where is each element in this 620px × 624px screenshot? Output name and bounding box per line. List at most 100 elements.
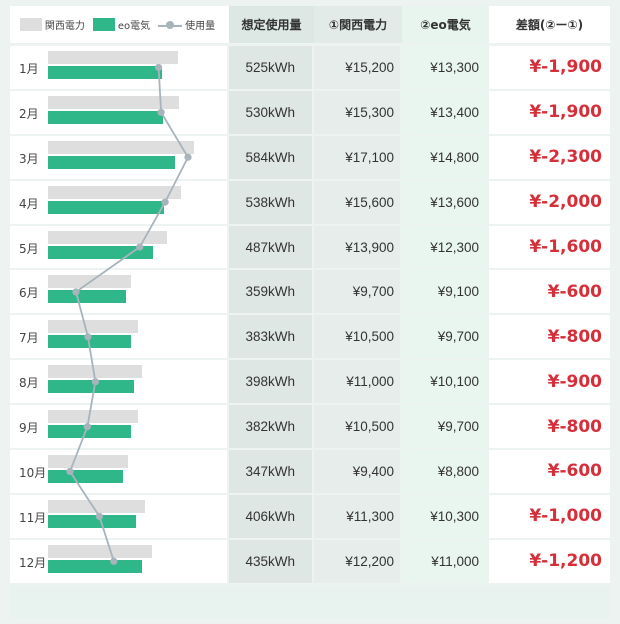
table-row: 6月 359kWh ¥9,700 ¥9,100 ¥-600: [10, 270, 610, 316]
eo-bar: [48, 470, 123, 484]
table-row: 12月 435kWh ¥12,200 ¥11,000 ¥-1,200: [10, 539, 610, 585]
kansai-bar: [48, 544, 152, 558]
eo-bar: [48, 110, 163, 124]
diff-cell: ¥-600: [489, 270, 610, 316]
eo-bar: [48, 335, 131, 349]
diff-cell: ¥-800: [489, 405, 610, 451]
kansai-bar: [48, 275, 131, 289]
row-chart-cell: 10月: [10, 450, 229, 495]
assumed-usage-cell: 382kWh: [229, 405, 314, 451]
month-label: 1月: [19, 62, 39, 76]
row-chart-cell: 7月: [10, 315, 229, 361]
table-row: 9月 382kWh ¥10,500 ¥9,700 ¥-800: [10, 405, 610, 451]
row-chart-cell: 8月: [10, 360, 229, 406]
legend-usage-label: 使用量: [185, 21, 216, 32]
table-row: 3月 584kWh ¥17,100 ¥14,800 ¥-2,300: [10, 135, 610, 181]
row-chart-cell: 12月: [10, 539, 229, 585]
kansai-bar: [48, 51, 178, 64]
kansai-price-cell: ¥15,600: [314, 180, 402, 226]
legend-kansai-label: 関西電力: [44, 21, 85, 32]
header-assumed-usage: 想定使用量: [229, 6, 314, 46]
kansai-bar: [48, 185, 181, 199]
eo-price-cell: ¥13,400: [402, 90, 489, 136]
row-chart-cell: 2月: [10, 90, 229, 136]
kansai-price-cell: ¥10,500: [314, 315, 402, 361]
eo-price-cell: ¥11,000: [402, 539, 489, 585]
kansai-price-cell: ¥10,500: [314, 405, 402, 451]
month-label: 10月: [19, 466, 47, 481]
row-chart-cell: 5月: [10, 225, 229, 271]
eo-price-cell: ¥8,800: [402, 450, 489, 495]
kansai-price-cell: ¥15,300: [314, 90, 402, 136]
eo-price-cell: ¥9,700: [402, 405, 489, 451]
table-row: 5月 487kWh ¥13,900 ¥12,300 ¥-1,600: [10, 225, 610, 271]
assumed-usage-cell: 530kWh: [229, 90, 314, 136]
header-kansai: ①関西電力: [314, 6, 402, 46]
row-chart-cell: 4月: [10, 180, 229, 226]
row-chart-cell: 6月: [10, 270, 229, 316]
eo-price-cell: ¥13,300: [402, 46, 489, 91]
legend-cell: 関西電力 eo電気 使用量: [10, 6, 229, 46]
kansai-price-cell: ¥11,000: [314, 360, 402, 406]
diff-cell: ¥-900: [489, 360, 610, 406]
assumed-usage-cell: 487kWh: [229, 225, 314, 271]
legend-eo: eo電気: [92, 17, 151, 32]
kansai-bar: [48, 140, 194, 154]
eo-price-cell: ¥9,700: [402, 315, 489, 361]
diff-cell: ¥-1,000: [489, 494, 610, 540]
diff-cell: ¥-1,900: [489, 46, 610, 91]
row-chart-cell: 9月: [10, 405, 229, 451]
kansai-price-cell: ¥9,400: [314, 450, 402, 495]
assumed-usage-cell: 584kWh: [229, 135, 314, 181]
comparison-panel: 関西電力 eo電気 使用量 想定使用量 ①関西電力 ②eo電気: [10, 6, 610, 618]
eo-bar: [48, 380, 134, 394]
assumed-usage-cell: 398kWh: [229, 360, 314, 406]
month-label: 12月: [19, 555, 47, 570]
month-label: 5月: [19, 241, 39, 256]
kansai-price-cell: ¥13,900: [314, 225, 402, 271]
kansai-price-cell: ¥9,700: [314, 270, 402, 316]
legend-kansai: 関西電力: [19, 17, 85, 32]
diff-cell: ¥-800: [489, 315, 610, 361]
eo-price-cell: ¥13,600: [402, 180, 489, 226]
kansai-bar: [48, 95, 179, 109]
legend-eo-label: eo電気: [117, 21, 151, 32]
table-header-row: 関西電力 eo電気 使用量 想定使用量 ①関西電力 ②eo電気: [10, 6, 610, 46]
eo-bar: [48, 514, 136, 528]
table-row: 11月 406kWh ¥11,300 ¥10,300 ¥-1,000: [10, 494, 610, 540]
diff-cell: ¥-2,000: [489, 180, 610, 226]
kansai-swatch-icon: [19, 18, 42, 31]
table-row: 4月 538kWh ¥15,600 ¥13,600 ¥-2,000: [10, 180, 610, 226]
kansai-price-cell: ¥17,100: [314, 135, 402, 181]
month-label: 8月: [19, 376, 39, 391]
kansai-bar: [48, 320, 138, 334]
month-label: 6月: [19, 286, 39, 301]
row-chart-cell: 11月: [10, 494, 229, 540]
eo-bar: [48, 290, 126, 304]
diff-cell: ¥-2,300: [489, 135, 610, 181]
assumed-usage-cell: 525kWh: [229, 46, 314, 91]
header-diff: 差額(②ー①): [489, 6, 610, 46]
assumed-usage-cell: 347kWh: [229, 450, 314, 495]
month-label: 11月: [19, 510, 47, 525]
table-row: 7月 383kWh ¥10,500 ¥9,700 ¥-800: [10, 315, 610, 361]
row-chart-cell: 1月: [10, 46, 229, 91]
kansai-bar: [48, 230, 167, 244]
eo-bar: [48, 245, 153, 259]
header-eo: ②eo電気: [402, 6, 489, 46]
assumed-usage-cell: 383kWh: [229, 315, 314, 361]
eo-price-cell: ¥14,800: [402, 135, 489, 181]
assumed-usage-cell: 538kWh: [229, 180, 314, 226]
eo-bar: [48, 559, 142, 573]
eo-bar: [48, 200, 164, 214]
eo-swatch-icon: [92, 18, 115, 31]
table-row: 8月 398kWh ¥11,000 ¥10,100 ¥-900: [10, 360, 610, 406]
eo-price-cell: ¥10,300: [402, 494, 489, 540]
kansai-bar: [48, 410, 138, 424]
assumed-usage-cell: 435kWh: [229, 539, 314, 585]
eo-bar: [48, 155, 175, 169]
table-row: 1月 525kWh ¥15,200 ¥13,300 ¥-1,900: [10, 46, 610, 91]
assumed-usage-cell: 359kWh: [229, 270, 314, 316]
kansai-bar: [48, 455, 128, 469]
diff-cell: ¥-600: [489, 450, 610, 495]
